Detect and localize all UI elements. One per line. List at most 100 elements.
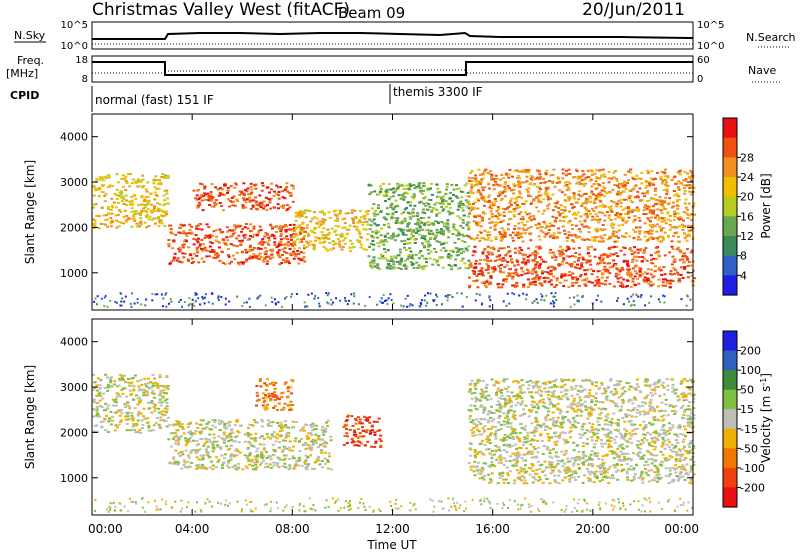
echo-cell <box>499 239 503 242</box>
echo-cell <box>644 281 648 284</box>
echo-cell <box>415 261 419 264</box>
ground-cell <box>404 297 407 300</box>
echo-cell <box>592 210 596 212</box>
echo-cell <box>580 238 584 241</box>
echo-cell <box>527 270 531 273</box>
echo-cell <box>517 190 521 193</box>
echo-cell <box>601 224 605 226</box>
ground-cell <box>663 301 666 304</box>
echo-cell <box>498 258 502 261</box>
echo-cell <box>598 258 602 261</box>
echo-cell <box>502 278 506 281</box>
echo-cell <box>552 234 556 237</box>
echo-cell <box>399 259 403 262</box>
echo-cell <box>619 201 623 204</box>
echo-cell <box>566 172 570 175</box>
ground-cell <box>426 301 429 304</box>
echo-cell <box>531 278 535 281</box>
echo-cell <box>197 237 200 240</box>
echo-cell <box>471 177 475 180</box>
echo-cell <box>130 225 134 228</box>
echo-cell <box>609 205 613 208</box>
echo-cell <box>155 179 159 182</box>
echo-cell <box>546 204 550 207</box>
echo-cell <box>512 239 515 242</box>
echo-cell <box>634 264 638 267</box>
echo-cell <box>201 456 205 459</box>
echo-cell <box>686 271 690 274</box>
echo-cell <box>537 267 541 269</box>
echo-cell <box>342 425 346 428</box>
echo-cell <box>140 383 144 386</box>
nsky-label: N.Sky <box>14 29 46 42</box>
ground-cell <box>446 299 449 302</box>
echo-cell <box>141 186 145 189</box>
ground-cell <box>536 301 539 304</box>
echo-cell <box>512 192 516 195</box>
echo-cell <box>107 212 111 215</box>
echo-cell <box>245 258 249 261</box>
echo-cell <box>387 198 391 201</box>
echo-cell <box>638 219 642 222</box>
echo-cell <box>546 195 550 198</box>
echo-cell <box>158 221 162 224</box>
echo-cell <box>429 223 433 226</box>
ground-cell <box>549 302 552 305</box>
echo-cell <box>650 229 654 232</box>
echo-cell <box>206 453 210 456</box>
echo-cell <box>344 424 348 427</box>
echo-cell <box>167 245 171 248</box>
echo-cell <box>127 418 131 421</box>
echo-cell <box>168 462 172 465</box>
echo-cell <box>208 466 212 469</box>
nsearch-label: N.Search <box>746 31 796 44</box>
echo-cell <box>336 217 340 220</box>
echo-cell <box>237 462 241 465</box>
echo-cell <box>340 248 344 251</box>
echo-cell <box>262 455 265 458</box>
echo-cell <box>442 208 446 211</box>
echo-cell <box>137 410 141 413</box>
echo-cell <box>265 256 268 258</box>
echo-cell <box>212 249 216 252</box>
echo-cell <box>543 181 547 184</box>
echo-cell <box>144 383 148 386</box>
echo-cell <box>289 236 293 239</box>
echo-cell <box>685 235 689 238</box>
echo-cell <box>503 247 506 250</box>
echo-cell <box>586 198 590 201</box>
echo-cell <box>218 246 221 249</box>
echo-cell <box>135 422 139 425</box>
echo-cell <box>529 239 533 242</box>
echo-cell <box>464 199 468 202</box>
echo-cell <box>211 196 215 199</box>
echo-cell <box>95 406 99 408</box>
echo-cell <box>111 419 115 422</box>
echo-cell <box>437 191 441 194</box>
echo-cell <box>621 285 624 288</box>
echo-cell <box>579 230 583 233</box>
ground-cell <box>201 296 204 299</box>
echo-cell <box>281 225 285 228</box>
echo-cell <box>370 445 374 448</box>
echo-cell <box>389 204 393 207</box>
echo-cell <box>245 467 249 470</box>
echo-cell <box>341 246 345 249</box>
echo-cell <box>281 207 285 209</box>
ground-cell <box>211 302 214 305</box>
echo-cell <box>394 199 398 202</box>
echo-cell <box>320 236 324 239</box>
echo-cell <box>92 407 96 410</box>
echo-cell <box>143 210 147 212</box>
echo-cell <box>558 213 562 215</box>
echo-cell <box>225 435 229 437</box>
echo-cell <box>485 280 489 283</box>
echo-cell <box>424 257 428 260</box>
echo-cell <box>273 243 277 246</box>
echo-cell <box>217 194 221 197</box>
echo-cell <box>370 234 373 237</box>
echo-cell <box>629 209 633 212</box>
echo-cell <box>313 468 316 470</box>
echo-cell <box>507 173 511 176</box>
echo-cell <box>546 277 550 280</box>
